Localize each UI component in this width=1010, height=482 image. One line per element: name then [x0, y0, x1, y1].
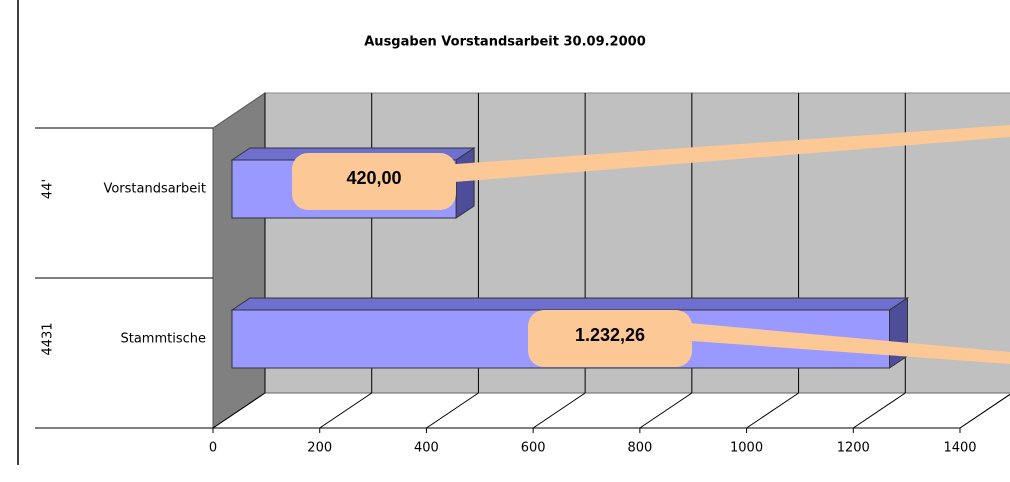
chart-title: Ausgaben Vorstandsarbeit 30.09.2000: [364, 35, 646, 50]
group-label: 44': [41, 179, 56, 199]
floor-grid-line: [319, 392, 372, 429]
side-wall: [212, 92, 266, 429]
x-tick-label: 600: [521, 441, 546, 456]
x-tick-label: 0: [209, 441, 217, 456]
x-tick-label: 400: [414, 441, 439, 456]
category-label: Vorstandsarbeit: [103, 182, 206, 197]
x-tick-label: 800: [627, 441, 652, 456]
floor-grid-line: [532, 392, 586, 429]
floor-grid-line: [746, 392, 799, 429]
floor-grid-line: [639, 392, 693, 429]
leader-line: [442, 125, 1010, 183]
floor-grid-line: [853, 392, 906, 429]
group-label: 4431: [41, 322, 56, 355]
floor-grid-line: [426, 392, 479, 429]
floor-grid-line: [212, 392, 266, 429]
bar-end: [455, 147, 475, 219]
label-box: [292, 153, 456, 210]
bar-end: [888, 297, 908, 369]
x-tick-label: 1200: [837, 441, 870, 456]
leader-line: [678, 322, 1010, 364]
label-box: [528, 310, 692, 367]
bar-top: [230, 297, 910, 311]
value-label: 1.232,26: [575, 325, 645, 345]
value-label: 420,00: [346, 168, 401, 188]
category-label: Stammtische: [120, 332, 206, 347]
floor: [211, 392, 1010, 429]
floor-grid-line: [959, 393, 1010, 429]
x-tick-label: 1000: [730, 441, 763, 456]
x-tick-label: 200: [307, 441, 332, 456]
x-tick-label: 1400: [943, 441, 976, 456]
